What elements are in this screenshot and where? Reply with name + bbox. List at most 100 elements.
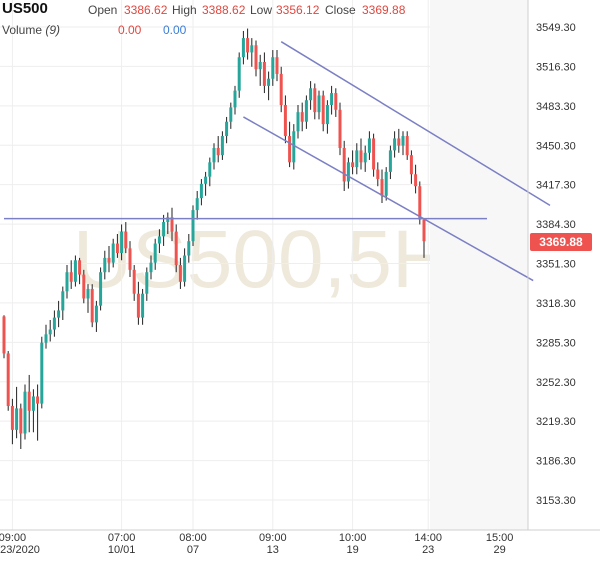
y-tick-label: 3351.30 [536, 259, 576, 271]
candle-body [191, 210, 195, 242]
candle-body [393, 138, 397, 151]
candle-body [267, 78, 271, 86]
candle-body [220, 136, 224, 156]
candle-body [233, 90, 237, 108]
candle-body [351, 162, 355, 168]
candle-body [422, 219, 426, 242]
candle-body [15, 408, 19, 430]
candle-body [409, 155, 413, 175]
volume-label: Volume (9) [2, 23, 60, 37]
y-tick-label: 3516.30 [536, 61, 576, 73]
candle-body [174, 231, 178, 266]
y-tick-label: 3153.30 [536, 495, 576, 507]
candle-body [149, 262, 153, 273]
high-label: High [172, 3, 197, 17]
volume-text: Volume [2, 23, 43, 37]
candle-body [330, 93, 334, 105]
candle-body [317, 95, 321, 113]
x-tick-date: 29 [493, 544, 505, 556]
candle-body [376, 169, 380, 180]
candle-body [73, 260, 77, 282]
candle-body [325, 104, 329, 125]
x-tick-date: 10/01 [108, 544, 136, 556]
candle-body [384, 171, 388, 196]
candle-body [275, 57, 279, 74]
trendline [243, 116, 534, 282]
symbol-title: US500 [2, 0, 48, 17]
candle-body [346, 162, 350, 182]
candle-body [65, 272, 69, 292]
x-tick-date: 09/23/2020 [0, 544, 40, 556]
future-region [430, 0, 528, 530]
trendlines [4, 41, 551, 282]
candle-body [363, 152, 367, 163]
candle-body [359, 150, 363, 163]
x-tick-time: 08:00 [179, 532, 207, 544]
y-tick-label: 3549.30 [536, 22, 576, 34]
candle-body [2, 316, 6, 354]
price-badge-text: 3369.88 [539, 235, 583, 249]
candle-body [132, 269, 136, 294]
future-band [430, 0, 528, 530]
x-axis: 09:0009/23/202007:0010/0108:000709:00131… [0, 529, 600, 556]
candle-body [279, 73, 283, 105]
candle-body [86, 288, 90, 299]
candle-body [229, 107, 233, 122]
y-tick-label: 3219.30 [536, 416, 576, 428]
candle-body [103, 257, 107, 273]
candle-body [99, 272, 103, 306]
x-tick-date: 07 [187, 544, 199, 556]
x-tick-time: 15:00 [486, 532, 514, 544]
candle-body [115, 243, 119, 254]
candle-body [141, 293, 145, 318]
candle-body [216, 147, 220, 156]
candle-body [258, 61, 262, 70]
x-tick-date: 13 [267, 544, 279, 556]
candle-body [178, 265, 182, 282]
candles [2, 28, 426, 449]
candle-body [107, 257, 111, 263]
candle-body [405, 136, 409, 156]
candle-body [388, 150, 392, 172]
candle-body [90, 288, 94, 323]
high-value: 3388.62 [202, 3, 246, 17]
candle-body [342, 147, 346, 182]
candle-body [19, 408, 23, 434]
candle-body [195, 198, 199, 211]
x-tick-time: 09:00 [0, 532, 26, 544]
candle-body [262, 61, 266, 86]
candle-body [367, 138, 371, 153]
candle-body [309, 88, 313, 101]
candle-body [283, 104, 287, 137]
close-value: 3369.88 [362, 3, 406, 17]
price-badge-bg [530, 233, 592, 251]
y-tick-label: 3186.30 [536, 456, 576, 468]
candle-body [321, 95, 325, 125]
price-badge: 3369.88 [530, 233, 592, 251]
y-tick-label: 3285.30 [536, 337, 576, 349]
volume-value-a: 0.00 [118, 23, 142, 37]
low-label: Low [250, 3, 273, 17]
candle-body [111, 243, 115, 263]
candle-body [380, 179, 384, 196]
candle-body [27, 391, 31, 411]
candle-body [401, 136, 405, 146]
candle-body [157, 236, 161, 244]
candle-body [170, 217, 174, 232]
candle-body [187, 241, 191, 256]
candle-body [212, 147, 216, 163]
y-tick-label: 3384.30 [536, 219, 576, 231]
close-label: Close [325, 3, 356, 17]
candle-body [355, 150, 359, 168]
candle-body [153, 243, 157, 263]
y-axis: 3549.30 3516.30 3483.30 3450.30 3417.30 3384.… [527, 0, 576, 530]
candle-body [414, 174, 418, 187]
candle-body [300, 112, 304, 122]
candle-body [78, 260, 82, 275]
candle-body [338, 109, 342, 148]
candle-body [124, 231, 128, 249]
candle-body [120, 231, 124, 254]
y-tick-label: 3450.30 [536, 140, 576, 152]
